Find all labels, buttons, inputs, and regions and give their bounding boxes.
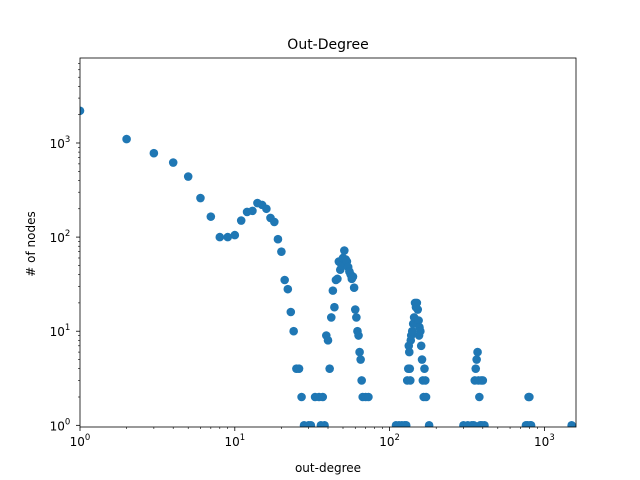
- data-point: [567, 421, 576, 427]
- data-point: [472, 355, 481, 364]
- data-points: [80, 106, 576, 427]
- data-point: [356, 355, 365, 364]
- data-point: [416, 326, 425, 336]
- data-point: [407, 326, 417, 336]
- data-point: [122, 134, 131, 144]
- data-point: [348, 272, 358, 281]
- data-point: [223, 232, 233, 242]
- data-point: [404, 347, 414, 357]
- data-point: [352, 313, 361, 322]
- data-point: [283, 284, 293, 294]
- data-point: [413, 305, 423, 314]
- data-point: [297, 392, 306, 402]
- data-point: [401, 421, 411, 427]
- data-point: [417, 355, 427, 364]
- data-point: [355, 347, 364, 357]
- data-point: [183, 172, 193, 181]
- data-point: [405, 376, 415, 385]
- data-point: [340, 246, 349, 255]
- data-point: [471, 364, 481, 373]
- data-point: [306, 421, 316, 427]
- data-point: [414, 316, 423, 325]
- data-point: [325, 364, 334, 373]
- data-point: [280, 275, 289, 285]
- data-point: [525, 392, 534, 402]
- data-point: [320, 421, 329, 427]
- data-point: [364, 392, 373, 402]
- data-point: [196, 193, 205, 203]
- data-point: [333, 274, 342, 284]
- x-axis-label: out-degree: [295, 461, 361, 475]
- data-point: [328, 286, 338, 295]
- data-point: [168, 158, 178, 167]
- data-point: [270, 217, 279, 227]
- data-point: [349, 283, 359, 293]
- data-point: [416, 341, 426, 351]
- data-point: [80, 106, 85, 116]
- data-point: [330, 302, 339, 312]
- data-point: [357, 376, 366, 385]
- y-axis-label: # of nodes: [24, 211, 38, 276]
- data-point: [318, 392, 328, 402]
- data-point: [286, 307, 296, 317]
- data-point: [421, 392, 431, 402]
- data-point: [236, 216, 246, 225]
- data-point: [326, 313, 336, 322]
- data-point: [354, 331, 363, 340]
- data-point: [206, 212, 216, 221]
- data-point: [215, 232, 225, 242]
- data-point: [473, 347, 482, 357]
- data-point: [480, 421, 489, 427]
- data-point: [273, 234, 283, 244]
- data-point: [289, 326, 298, 336]
- data-point: [420, 376, 430, 385]
- data-point: [526, 421, 536, 427]
- data-point: [262, 204, 271, 214]
- data-point: [277, 247, 286, 256]
- data-point: [294, 364, 304, 373]
- data-point: [230, 230, 240, 240]
- data-point: [420, 364, 429, 373]
- data-point: [424, 421, 434, 427]
- data-point: [475, 392, 484, 402]
- data-point: [412, 298, 422, 308]
- data-point: [350, 305, 360, 314]
- data-point: [323, 336, 333, 345]
- data-point: [405, 364, 415, 373]
- chart-title: Out-Degree: [287, 37, 368, 53]
- data-point: [478, 376, 488, 385]
- data-point: [149, 148, 159, 158]
- data-point: [248, 206, 257, 216]
